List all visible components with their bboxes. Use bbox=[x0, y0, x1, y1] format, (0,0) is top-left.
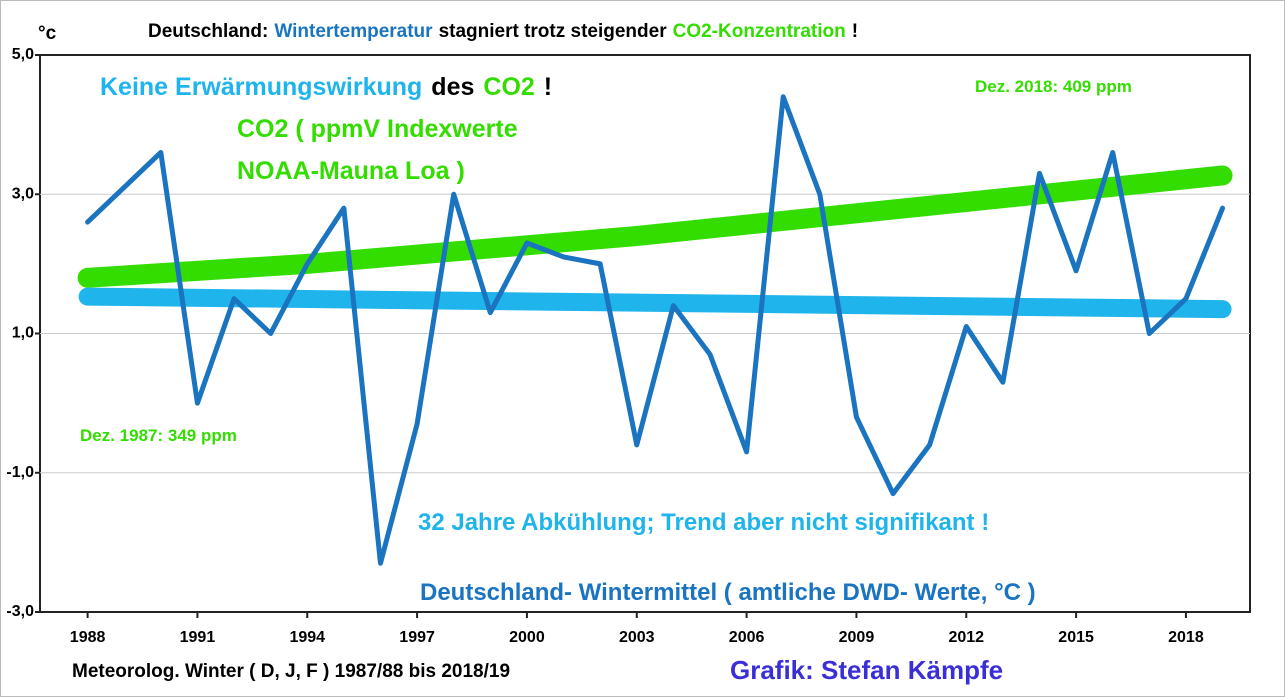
annotation: 32 Jahre Abkühlung; Trend aber nicht sig… bbox=[418, 509, 989, 536]
y-tick-label: -3,0 bbox=[6, 603, 34, 620]
chart-title: Deutschland: Wintertemperatur stagniert tr… bbox=[148, 21, 858, 42]
x-tick-label: 2015 bbox=[1058, 629, 1094, 646]
annotation: Deutschland- Wintermittel ( amtliche DWD… bbox=[420, 579, 1036, 606]
annotation: CO2 ( ppmV Indexwerte bbox=[237, 115, 518, 143]
title-part: CO2-Konzentration bbox=[673, 21, 846, 42]
y-tick-label: 3,0 bbox=[12, 185, 34, 202]
x-tick-label: 2012 bbox=[948, 629, 984, 646]
annotation-part: CO2 ( ppmV Indexwerte bbox=[237, 115, 518, 143]
y-tick-label: 5,0 bbox=[12, 46, 34, 63]
x-tick-label: 2003 bbox=[619, 629, 655, 646]
series-line bbox=[78, 287, 1232, 319]
x-axis-label: Meteorolog. Winter ( D, J, F ) 1987/88 b… bbox=[72, 661, 510, 682]
x-tick-label: 1988 bbox=[70, 629, 106, 646]
annotation-part: Dez. 1987: 349 ppm bbox=[80, 426, 237, 445]
y-tick-label: 1,0 bbox=[12, 325, 34, 342]
y-unit: °c bbox=[38, 23, 57, 44]
annotation: NOAA-Mauna Loa ) bbox=[237, 157, 465, 185]
credit: Grafik: Stefan Kämpfe bbox=[730, 655, 1003, 685]
title-part: Deutschland: bbox=[148, 21, 268, 42]
annotation-part: Deutschland- Wintermittel ( amtliche DWD… bbox=[420, 579, 1036, 606]
annotation-part: des bbox=[431, 73, 474, 101]
annotation-part: ! bbox=[544, 73, 552, 101]
x-tick-label: 1991 bbox=[180, 629, 216, 646]
title-part: Wintertemperatur bbox=[274, 21, 433, 42]
annotation: Keine Erwärmungswirkung des CO2! bbox=[100, 73, 552, 101]
series-line bbox=[85, 94, 1226, 566]
title-part: stagniert trotz steigender bbox=[439, 21, 668, 42]
x-tick-label: 2000 bbox=[509, 629, 545, 646]
x-tick-label: 2006 bbox=[729, 629, 765, 646]
x-tick-label: 2009 bbox=[839, 629, 875, 646]
x-tick-label: 1997 bbox=[399, 629, 435, 646]
annotation: Dez. 1987: 349 ppm bbox=[80, 426, 237, 445]
x-tick-label: 2018 bbox=[1168, 629, 1204, 646]
annotation-part: CO2 bbox=[483, 73, 534, 101]
x-tick-label: 1994 bbox=[289, 629, 325, 646]
annotation-part: NOAA-Mauna Loa ) bbox=[237, 157, 465, 185]
title-part: ! bbox=[852, 21, 858, 42]
annotation: Dez. 2018: 409 ppm bbox=[975, 77, 1132, 96]
annotation-part: Dez. 2018: 409 ppm bbox=[975, 77, 1132, 96]
annotation-part: 32 Jahre Abkühlung; Trend aber nicht sig… bbox=[418, 509, 989, 536]
y-tick-label: -1,0 bbox=[6, 464, 34, 481]
annotation-part: Keine Erwärmungswirkung bbox=[100, 73, 422, 101]
